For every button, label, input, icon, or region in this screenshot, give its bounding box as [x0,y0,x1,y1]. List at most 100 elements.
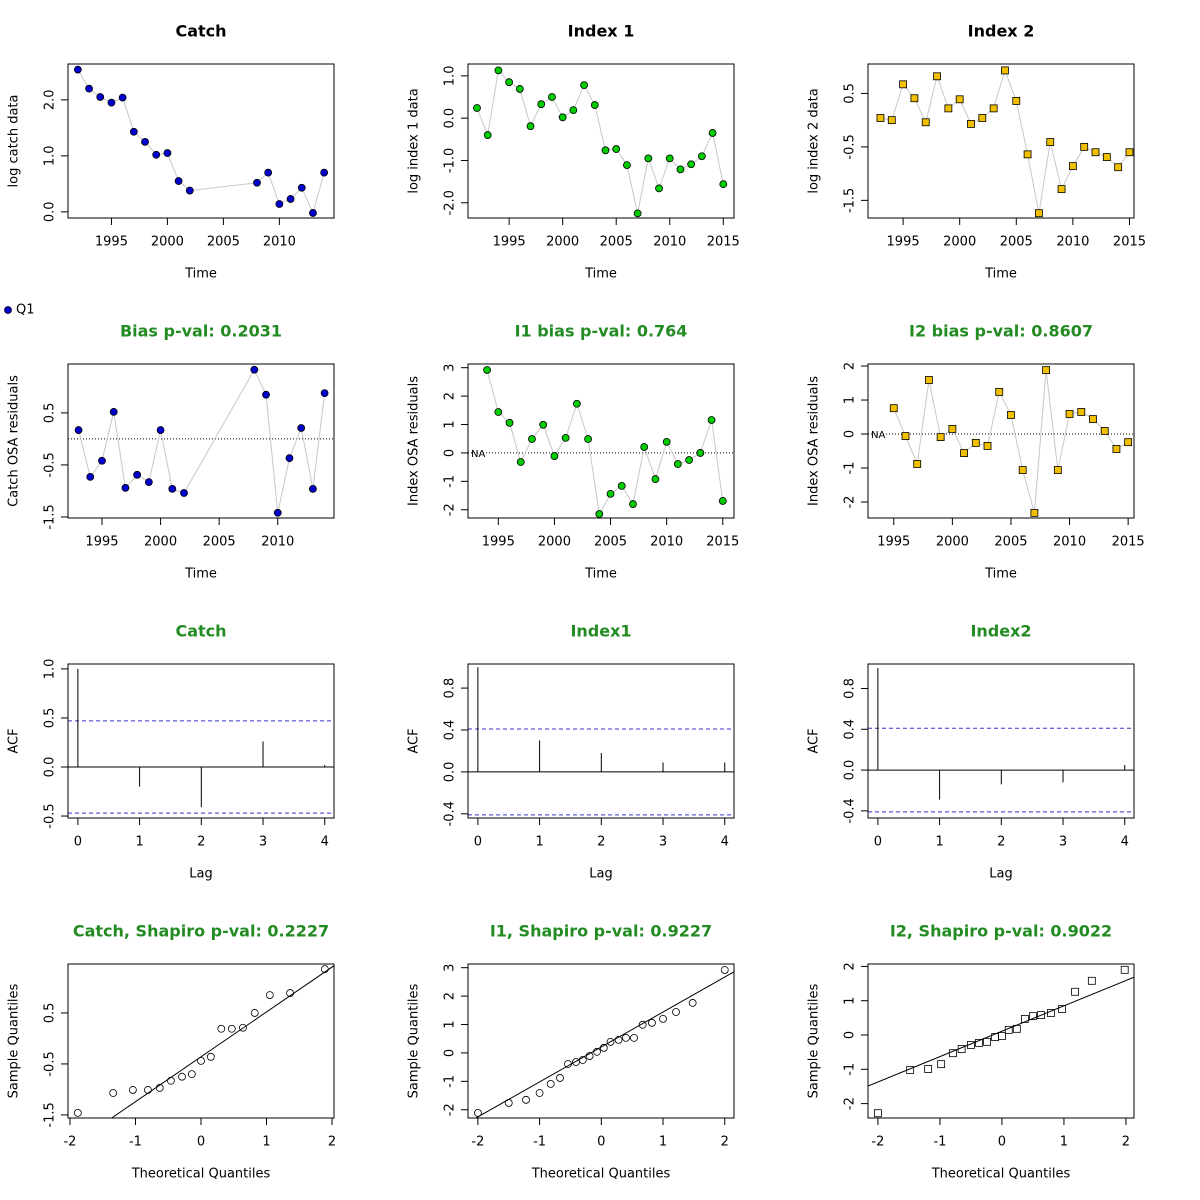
x-tick-label: 3 [1059,835,1067,850]
y-tick-label: -1 [443,1075,458,1088]
point [1124,438,1133,447]
y-tick-label: -1.0 [443,148,458,173]
point [96,93,105,101]
y-tick-label: -0.4 [443,801,458,826]
series-line [77,69,325,215]
point [187,1070,196,1079]
point [644,154,653,163]
point [564,1060,572,1068]
y-tick-label: 1.0 [43,145,58,166]
point [1053,466,1062,474]
point [687,160,696,169]
point [910,94,919,103]
panel: I1, Shapiro p-val: 0.9227 Theoretical Qua… [407,922,735,1182]
x-axis-label: Lag [589,867,612,882]
point [925,376,933,384]
point [166,1076,175,1085]
point [998,1032,1006,1040]
point [516,458,525,466]
panel-title: Catch, Shapiro p-val: 0.2227 [73,922,329,941]
x-tick-label: 2005 [203,535,236,550]
x-tick-label: 2015 [1112,535,1145,550]
series-line [880,68,1130,214]
point [612,145,621,153]
point [163,149,172,157]
point [606,1037,615,1046]
point [265,991,274,1000]
point [286,195,295,203]
x-tick-label: 2010 [653,235,686,250]
point [580,81,588,90]
panel-title: Index 1 [568,22,635,41]
point [967,119,975,128]
y-tick-label: 0.0 [443,762,458,783]
point [73,65,82,74]
point [948,425,957,433]
point [174,177,183,185]
point [128,1086,137,1094]
point [633,209,642,218]
point [595,510,604,518]
panel: Catch Time log catch data 1995 2000 2005 2010 0… [7,22,335,282]
y-axis-label: log index 1 data [407,88,422,193]
point [648,1018,656,1027]
point [688,999,697,1007]
x-tick-label: 2015 [706,535,739,550]
y-tick-label: 0.4 [843,719,858,740]
y-tick-label: 2 [443,992,458,1000]
point [1077,408,1086,416]
point [599,1043,608,1052]
y-tick-label: -2 [443,1103,458,1116]
x-tick-label: 1995 [85,535,118,550]
plot-box [467,363,735,519]
point [180,489,188,497]
y-tick-label: 1.0 [43,659,58,680]
x-tick-label: 2015 [1113,235,1146,250]
point [558,113,567,122]
point [217,1024,226,1033]
panel: I1 bias p-val: 0.764 Time Index OSA residu… [407,322,740,582]
panel-title: Bias p-val: 0.2031 [120,322,282,341]
y-tick-label: -0.4 [843,798,858,823]
point [206,1052,215,1061]
point [1065,410,1074,418]
x-tick-label: 1 [1060,1135,1068,1150]
x-axis-label: Theoretical Quantiles [931,1167,1071,1182]
point [1047,1009,1055,1017]
point [494,408,503,416]
y-tick-label: -1 [843,1063,858,1076]
point [73,1109,82,1117]
point [273,508,282,517]
point [1091,148,1100,157]
y-tick-label: 0.5 [43,708,58,729]
point [1102,153,1111,161]
y-axis-label: ACF [807,728,822,753]
x-tick-label: 2 [1122,1135,1130,1150]
point [1068,162,1077,171]
point [185,186,194,195]
y-tick-label: -2 [843,496,858,509]
point [504,1099,513,1107]
y-tick-label: -0.5 [43,803,58,828]
x-tick-label: 0 [474,835,482,850]
x-tick-label: 1 [659,1135,667,1150]
point [109,407,118,416]
point [309,484,317,493]
qq-line [868,976,1134,1087]
point [569,106,578,115]
point [1012,1024,1021,1033]
point [630,1033,638,1042]
point [98,456,106,465]
point [1004,1025,1013,1034]
x-tick-label: 0 [998,1135,1006,1150]
point [239,1023,247,1032]
x-tick-label: 1995 [482,535,515,550]
y-axis-label: log catch data [7,95,22,188]
point [264,168,273,177]
x-tick-label: 4 [321,835,329,850]
x-tick-label: 1 [535,835,543,850]
x-tick-label: 2005 [600,235,633,250]
point [901,432,910,440]
point [121,483,130,492]
panel: Index2 Lag ACF 0 1 2 3 4 -0.4 0.0 0.4 0.8 [807,622,1135,882]
